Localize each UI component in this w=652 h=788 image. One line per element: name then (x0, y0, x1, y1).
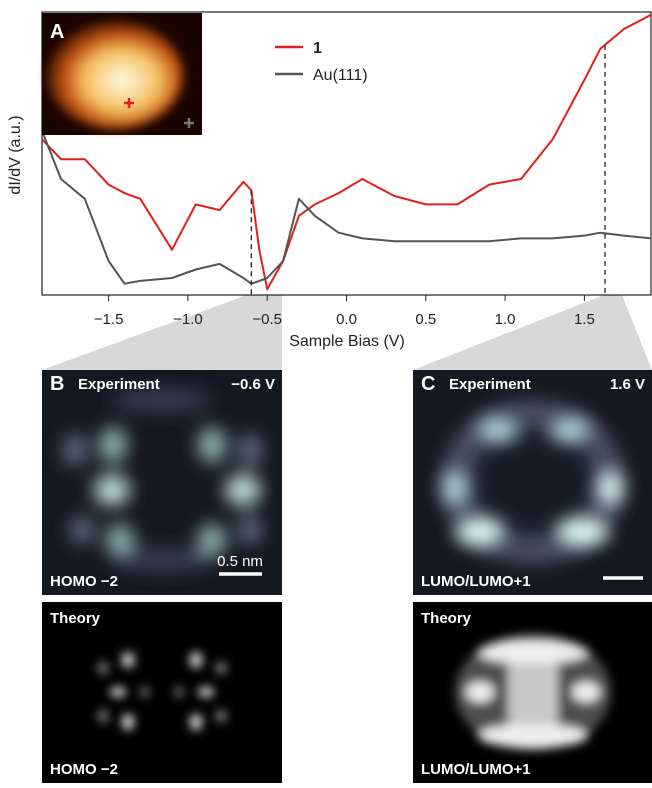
panel-title: Experiment (78, 376, 160, 393)
x-tick-label: −0.5 (252, 311, 282, 328)
x-tick-label: 0.0 (336, 311, 357, 328)
scale-label: 0.5 nm (217, 553, 263, 570)
y-axis-label: dI/dV (a.u.) (7, 115, 24, 194)
legend-label: 1 (313, 40, 322, 57)
bias-label: −0.6 V (231, 376, 275, 393)
line-series (42, 131, 651, 284)
x-tick-label: 1.0 (495, 311, 516, 328)
panel-title: Theory (50, 610, 101, 627)
x-tick-label: 0.5 (415, 311, 436, 328)
orbital-label: HOMO −2 (50, 761, 118, 778)
orbital-label: LUMO/LUMO+1 (421, 761, 531, 778)
bias-label: 1.6 V (610, 376, 645, 393)
figure: −1.5 −1.0 −0.5 0.0 0.5 1.0 1.5 1 Au(111) A B Exp… (0, 0, 652, 783)
x-axis-label: Sample Bias (V) (289, 333, 405, 350)
x-tick-label: −1.5 (94, 311, 124, 328)
orbital-label: HOMO −2 (50, 573, 118, 590)
x-tick-label: 1.5 (574, 311, 595, 328)
panel-label: B (50, 373, 64, 395)
panel-label: A (50, 21, 64, 43)
zoom-wedge (42, 295, 282, 370)
x-tick-label: −1.0 (173, 311, 203, 328)
legend-label: Au(111) (313, 67, 368, 84)
orbital-label: LUMO/LUMO+1 (421, 573, 531, 590)
panel-c: C Experiment 1.6 V LUMO/LUMO+1 Theory LU… (413, 370, 652, 783)
panel-label: C (421, 373, 435, 395)
panel-b: B Experiment −0.6 V 0.5 nm HOMO −2 Theor… (42, 370, 282, 783)
panel-title: Experiment (449, 376, 531, 393)
zoom-wedge (413, 295, 652, 370)
inset-image: A (42, 13, 202, 135)
panel-title: Theory (421, 610, 472, 627)
